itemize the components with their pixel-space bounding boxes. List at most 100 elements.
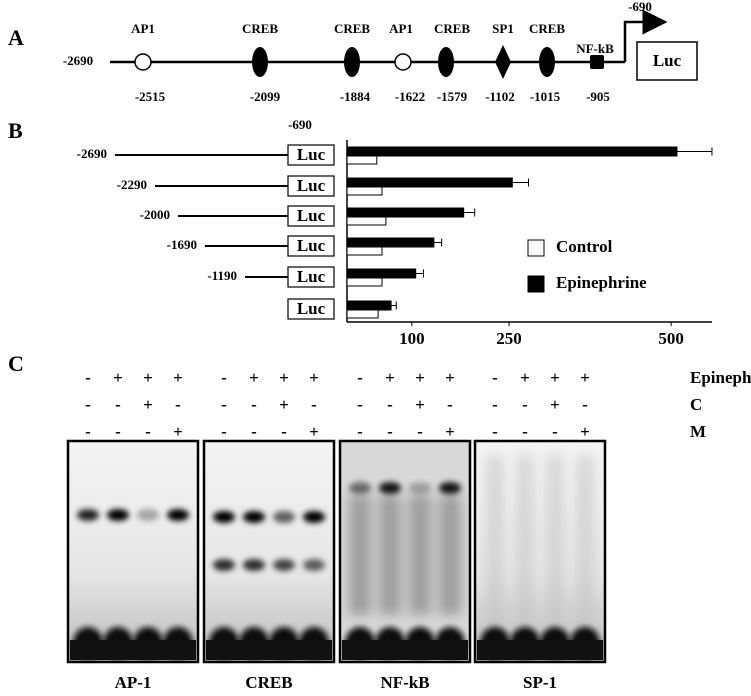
bar (346, 207, 465, 218)
lane-sign: + (309, 368, 319, 387)
band (167, 509, 189, 521)
lane-sign: + (143, 368, 153, 387)
lane-sign: + (143, 395, 153, 414)
site-label: CREB (334, 21, 370, 36)
lane-sign: - (417, 422, 423, 441)
lane-sign: - (582, 395, 588, 414)
site-position: -2515 (135, 89, 166, 104)
site-label: SP1 (492, 21, 514, 36)
site-square (590, 55, 604, 69)
lane-sign: - (145, 422, 151, 441)
lane-sign: - (221, 422, 227, 441)
start-label: -2690 (63, 53, 93, 68)
lane-sign: - (221, 368, 227, 387)
smear (349, 495, 371, 615)
bar (346, 300, 392, 311)
smear (379, 495, 401, 615)
x-tick-label: 500 (658, 329, 684, 348)
construct-label: -2290 (117, 177, 147, 192)
lane-sign: + (279, 395, 289, 414)
lane-sign: + (550, 368, 560, 387)
lane-sign: - (357, 422, 363, 441)
lane-sign: - (115, 395, 121, 414)
tss-label: -690 (628, 0, 652, 14)
band (349, 482, 371, 494)
site-label: AP1 (131, 21, 155, 36)
band (303, 511, 325, 523)
promoter-end-label: -690 (288, 117, 312, 132)
gel-label: NF-kB (380, 673, 429, 692)
lane-sign: + (113, 368, 123, 387)
lane-sign: - (552, 422, 558, 441)
lane-sign: - (221, 395, 227, 414)
site-label: AP1 (389, 21, 413, 36)
gel-bottom (70, 640, 196, 660)
lane-sign: + (580, 368, 590, 387)
lane-sign: - (175, 395, 181, 414)
legend-label: Control (556, 237, 613, 256)
band (243, 511, 265, 523)
lane-sign: - (85, 422, 91, 441)
smear (517, 455, 533, 625)
band (213, 511, 235, 523)
lane-sign: + (445, 422, 455, 441)
x-tick-label: 100 (399, 329, 425, 348)
luc-box (287, 235, 335, 257)
luc-label: Luc (297, 299, 326, 318)
site-label: NF-kB (576, 41, 614, 56)
lane-sign: - (387, 422, 393, 441)
construct-label: -1690 (167, 237, 197, 252)
lane-sign: + (520, 368, 530, 387)
bar (346, 177, 513, 188)
panel-letter: B (8, 118, 23, 143)
lane-sign: - (311, 395, 317, 414)
bar (346, 277, 383, 287)
luc-label: Luc (297, 176, 326, 195)
panel-letter: C (8, 351, 24, 376)
lane-sign: + (249, 368, 259, 387)
x-tick-label: 250 (496, 329, 522, 348)
lane-sign: - (85, 368, 91, 387)
smear (547, 455, 563, 625)
luc-box (287, 298, 335, 320)
band (243, 559, 265, 571)
lane-sign: - (492, 395, 498, 414)
lane-sign: + (173, 368, 183, 387)
lane-sign: + (415, 395, 425, 414)
condition-label: M (690, 422, 706, 441)
site-position: -2099 (250, 89, 281, 104)
site-ellipse (438, 47, 454, 77)
site-label: CREB (529, 21, 565, 36)
lane-sign: + (385, 368, 395, 387)
lane-sign: - (115, 422, 121, 441)
band (303, 559, 325, 571)
construct-label: -1190 (207, 268, 237, 283)
tss-arrow (623, 9, 668, 62)
luc-box (287, 205, 335, 227)
lane-sign: - (281, 422, 287, 441)
lane-sign: + (445, 368, 455, 387)
bar (346, 309, 379, 319)
site-ellipse (344, 47, 360, 77)
site-label: CREB (242, 21, 278, 36)
gel-label: AP-1 (115, 673, 152, 692)
lane-sign: - (447, 395, 453, 414)
condition-label: Epinephrine (690, 368, 751, 387)
panel-b: B -690 (8, 117, 712, 323)
band (107, 509, 129, 521)
site-diamond (495, 45, 511, 79)
bar (346, 268, 417, 279)
bar (346, 146, 678, 157)
legend-swatch (527, 275, 545, 293)
lane-sign: - (522, 422, 528, 441)
lane-sign: + (580, 422, 590, 441)
gel-bottom (206, 640, 332, 660)
luc-box (287, 144, 335, 166)
band (439, 482, 461, 494)
bar (346, 155, 378, 165)
lane-sign: - (251, 395, 257, 414)
site-position: -1579 (437, 89, 468, 104)
luc-box (287, 175, 335, 197)
